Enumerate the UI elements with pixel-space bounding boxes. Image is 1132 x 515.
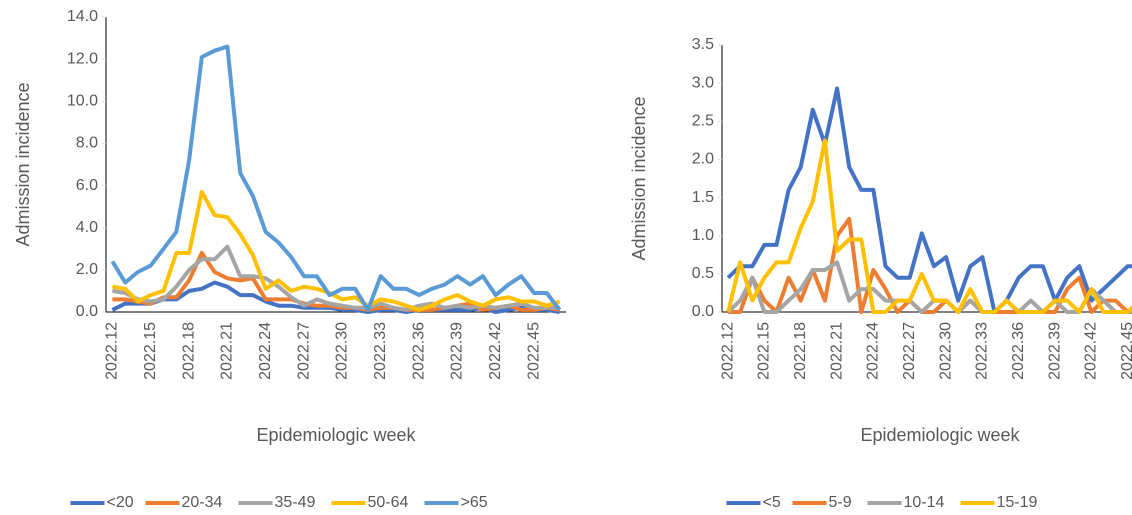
legend-label: 20-34 [182, 494, 223, 511]
x-tick-label: 2022.39 [1046, 322, 1063, 380]
legend-label: 10-14 [904, 494, 945, 511]
x-tick-label: 2022.36 [410, 322, 427, 380]
x-tick-label: 2022.15 [142, 322, 159, 380]
x-tick-label: 2022.18 [180, 322, 197, 380]
y-tick-label: 6.0 [76, 177, 98, 194]
y-tick-label: 3.5 [692, 36, 714, 53]
x-tick-label: 2022.33 [372, 322, 389, 380]
y-tick-label: 2.0 [692, 151, 714, 168]
y-tick-label: 8.0 [76, 135, 98, 152]
data-line [728, 216, 1132, 314]
y-tick-label: 12.0 [67, 50, 98, 67]
x-tick-label: 2022.33 [974, 322, 991, 380]
x-tick-label: 2022.24 [257, 322, 274, 380]
x-tick-label: 2022.18 [792, 322, 809, 380]
x-tick-label: 2022.24 [865, 322, 882, 380]
x-tick-label: 2022.45 [525, 322, 542, 380]
x-tick-label: 2022.42 [487, 322, 504, 380]
x-tick-label: 2022.12 [104, 322, 121, 380]
legend-label: 50-64 [368, 494, 409, 511]
legend-label: 15-19 [997, 494, 1038, 511]
x-tick-label: 2022.27 [295, 322, 312, 380]
x-tick-label: 2022.27 [901, 322, 918, 380]
x-tick-label: 2022.30 [334, 322, 351, 380]
y-tick-label: 1.0 [692, 227, 714, 244]
y-tick-label: 2.0 [76, 261, 98, 278]
x-tick-label: 2022.21 [828, 322, 845, 380]
x-tick-label: 2022.45 [1119, 322, 1132, 380]
x-tick-label: 2022.36 [1010, 322, 1027, 380]
x-tick-label: 2022.42 [1083, 322, 1100, 380]
y-tick-label: 0.0 [76, 303, 98, 320]
legend-label: 5-9 [829, 494, 852, 511]
y-tick-label: 0.5 [692, 265, 714, 282]
y-tick-label: 10.0 [67, 93, 98, 110]
x-tick-label: 2022.21 [219, 322, 236, 380]
y-tick-label: 4.0 [76, 219, 98, 236]
data-line [112, 189, 561, 312]
x-tick-label: 2022.12 [719, 322, 736, 380]
y-axis-title: Admission incidence [13, 82, 33, 246]
y-tick-label: 0.0 [692, 303, 714, 320]
x-tick-label: 2022.30 [937, 322, 954, 380]
legend-label: 35-49 [275, 494, 316, 511]
data-line [726, 86, 1132, 314]
y-tick-label: 14.0 [67, 8, 98, 25]
x-axis-title: Epidemiologic week [860, 425, 1020, 445]
x-axis-title: Epidemiologic week [256, 425, 416, 445]
legend-label: <5 [763, 494, 781, 511]
y-tick-label: 1.5 [692, 189, 714, 206]
y-tick-label: 3.0 [692, 74, 714, 91]
x-tick-label: 2022.39 [449, 322, 466, 380]
data-line [726, 138, 1132, 314]
x-tick-label: 2022.15 [756, 322, 773, 380]
legend-label: >65 [461, 494, 488, 511]
y-axis-title: Admission incidence [629, 96, 649, 260]
y-tick-label: 2.5 [692, 113, 714, 130]
legend-label: <20 [107, 494, 134, 511]
data-line [112, 251, 560, 312]
data-line [110, 44, 562, 312]
